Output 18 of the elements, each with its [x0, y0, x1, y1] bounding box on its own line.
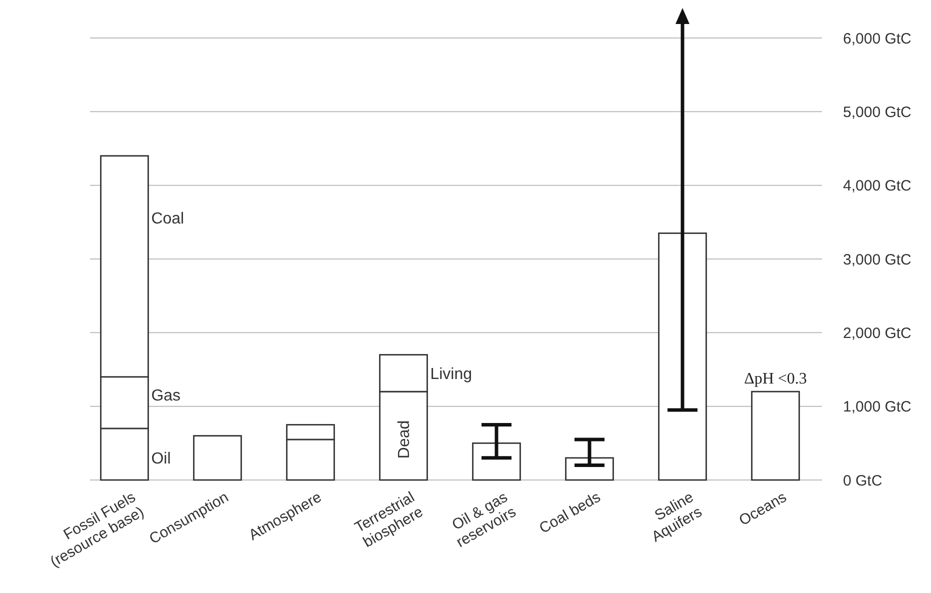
bar: [472, 442, 521, 481]
annotation: Dead: [396, 420, 414, 459]
y-tick-label: 6,000 GtC: [843, 30, 912, 48]
y-tick-label: 0 GtC: [843, 472, 882, 490]
bar: [193, 435, 242, 481]
y-tick-label: 3,000 GtC: [843, 251, 912, 268]
y-tick-label: 1,000 GtC: [843, 398, 912, 416]
y-tick-label: 2,000 GtC: [843, 324, 912, 342]
y-tick-label: 4,000 GtC: [843, 178, 912, 195]
annotation: Oil: [151, 450, 171, 468]
bar: [751, 390, 800, 481]
y-tick-label: 5,000 GtC: [843, 104, 912, 121]
annotation: Living: [430, 366, 472, 383]
annotation: ΔpH <0.3: [744, 370, 807, 388]
annotation: Coal: [151, 210, 184, 228]
annotation: Gas: [151, 388, 181, 405]
bar: [658, 232, 707, 481]
x-tick-label: Coal beds: [536, 488, 604, 538]
